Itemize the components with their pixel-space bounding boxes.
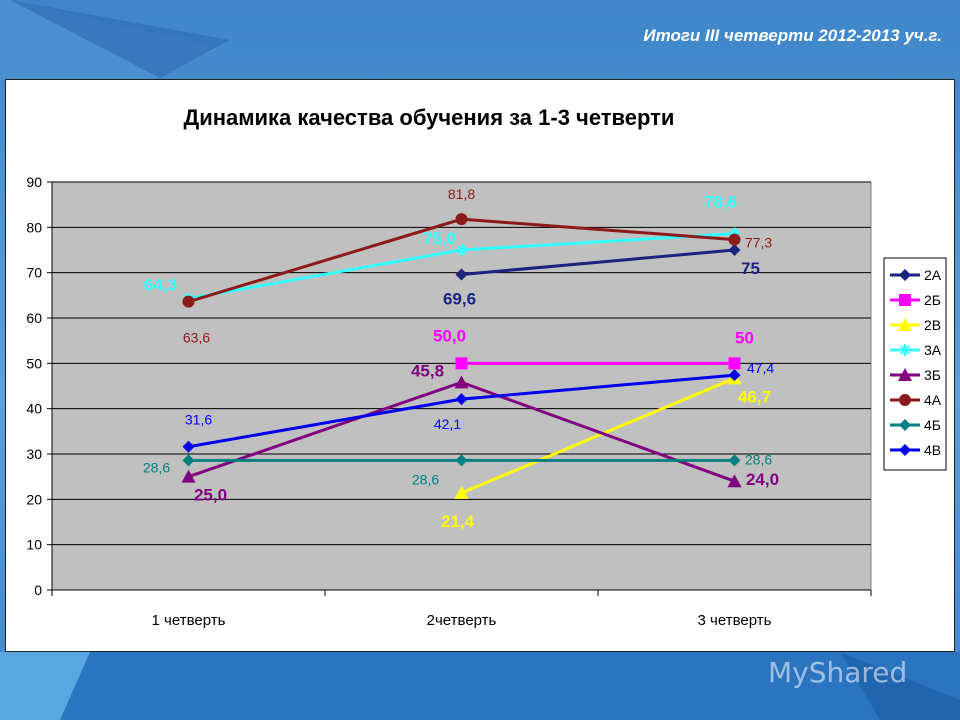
y-axis: 0 10 20 30 40 50 60 70 80 90 xyxy=(26,174,53,598)
marker-triangle xyxy=(454,485,469,499)
marker-diamond xyxy=(728,244,741,256)
y-tick-label: 30 xyxy=(26,446,42,462)
marker-square xyxy=(455,357,468,370)
data-label: 75 xyxy=(741,259,760,278)
data-label: 63,6 xyxy=(183,330,210,346)
y-tick-label: 0 xyxy=(34,582,42,598)
legend-label: 4Б xyxy=(924,417,941,433)
marker-star xyxy=(455,244,468,256)
series-3Б xyxy=(181,375,742,488)
y-tick-label: 50 xyxy=(26,355,42,371)
data-label: 64,3 xyxy=(144,276,177,295)
marker-diamond xyxy=(728,369,741,382)
x-tick-label: 2четверть xyxy=(427,612,497,629)
data-label: 24,0 xyxy=(746,470,779,489)
marker-triangle xyxy=(181,469,196,483)
series-group xyxy=(181,213,742,499)
footer-stripe xyxy=(45,652,960,720)
x-tick-label: 3 четверть xyxy=(698,612,772,629)
marker-triangle xyxy=(898,368,912,381)
marker-diamond xyxy=(455,268,468,281)
data-label: 77,3 xyxy=(745,235,772,251)
marker-diamond xyxy=(182,440,195,453)
legend-label: 3Б xyxy=(924,367,941,383)
marker-triangle xyxy=(454,375,469,389)
data-label: 28,6 xyxy=(412,471,439,487)
y-tick-label: 40 xyxy=(26,401,42,417)
header-stripe-dark xyxy=(10,0,230,78)
marker-diamond xyxy=(899,444,911,456)
x-tick-label: 1 четверть xyxy=(152,612,226,629)
marker-diamond xyxy=(455,393,468,406)
data-label: 28,6 xyxy=(143,459,170,475)
legend-label: 2В xyxy=(924,317,941,333)
marker-diamond xyxy=(899,269,911,281)
data-labels: 69,6 75 50,0 50 21,4 46,7 64,3 75,0 78,6 25,0 45,8… xyxy=(143,186,779,531)
marker-star xyxy=(899,344,911,356)
marker-triangle xyxy=(727,474,742,488)
series-line xyxy=(461,248,735,276)
series-line xyxy=(460,376,736,495)
series-4Б xyxy=(182,454,741,467)
marker-triangle xyxy=(898,318,912,331)
series-2Б xyxy=(455,357,741,370)
y-tick-label: 90 xyxy=(26,174,42,190)
data-label: 47,4 xyxy=(747,360,774,376)
y-tick-label: 60 xyxy=(26,310,42,326)
legend-label: 4А xyxy=(924,392,942,408)
footer-accent xyxy=(840,652,960,720)
data-label: 46,7 xyxy=(738,387,771,406)
data-label: 45,8 xyxy=(411,361,444,380)
y-tick-label: 10 xyxy=(26,537,42,553)
data-label: 81,8 xyxy=(448,186,475,202)
marker-circle xyxy=(899,394,911,406)
y-tick-label: 70 xyxy=(26,265,42,281)
marker-diamond xyxy=(182,454,195,467)
series-4А xyxy=(182,213,741,308)
x-axis: 1 четверть 2четверть 3 четверть xyxy=(51,589,872,629)
marker-square xyxy=(728,357,741,370)
chart: Динамика качества обучения за 1-3 четвер… xyxy=(26,105,947,629)
data-label: 78,6 xyxy=(704,193,737,212)
footer-stripe-light xyxy=(0,652,90,720)
watermark: MyShared xyxy=(768,656,908,689)
marker-circle xyxy=(728,233,741,246)
marker-square xyxy=(899,294,911,306)
data-label: 31,6 xyxy=(185,412,212,428)
marker-diamond xyxy=(455,454,468,467)
chart-title: Динамика качества обучения за 1-3 четвер… xyxy=(184,105,675,130)
data-label: 75,0 xyxy=(423,229,456,248)
y-tick-label: 20 xyxy=(26,491,42,507)
legend-label: 4В xyxy=(924,442,941,458)
series-2А xyxy=(455,244,741,281)
data-label: 69,6 xyxy=(443,289,476,308)
data-label: 50,0 xyxy=(433,326,466,345)
slide-header: Итоги III четверти 2012-2013 уч.г. xyxy=(643,26,942,45)
data-label: 28,6 xyxy=(745,451,772,467)
legend-label: 2Б xyxy=(924,292,941,308)
y-tick-label: 80 xyxy=(26,219,42,235)
data-label: 25,0 xyxy=(194,486,227,505)
legend-label: 3А xyxy=(924,342,942,358)
legend: 2А 2Б 2В 3А 3Б 4А 4Б 4В xyxy=(883,257,947,471)
data-label: 42,1 xyxy=(434,416,461,432)
legend-label: 2А xyxy=(924,267,942,283)
chart-frame: Динамика качества обучения за 1-3 четвер… xyxy=(5,79,955,652)
marker-diamond xyxy=(899,419,911,431)
marker-circle xyxy=(455,213,468,226)
marker-diamond xyxy=(728,454,741,467)
legend-box xyxy=(883,257,947,471)
data-label: 21,4 xyxy=(441,512,475,531)
series-4В xyxy=(182,369,741,453)
marker-circle xyxy=(182,295,195,308)
data-label: 50 xyxy=(735,328,754,347)
gridlines xyxy=(52,181,871,546)
